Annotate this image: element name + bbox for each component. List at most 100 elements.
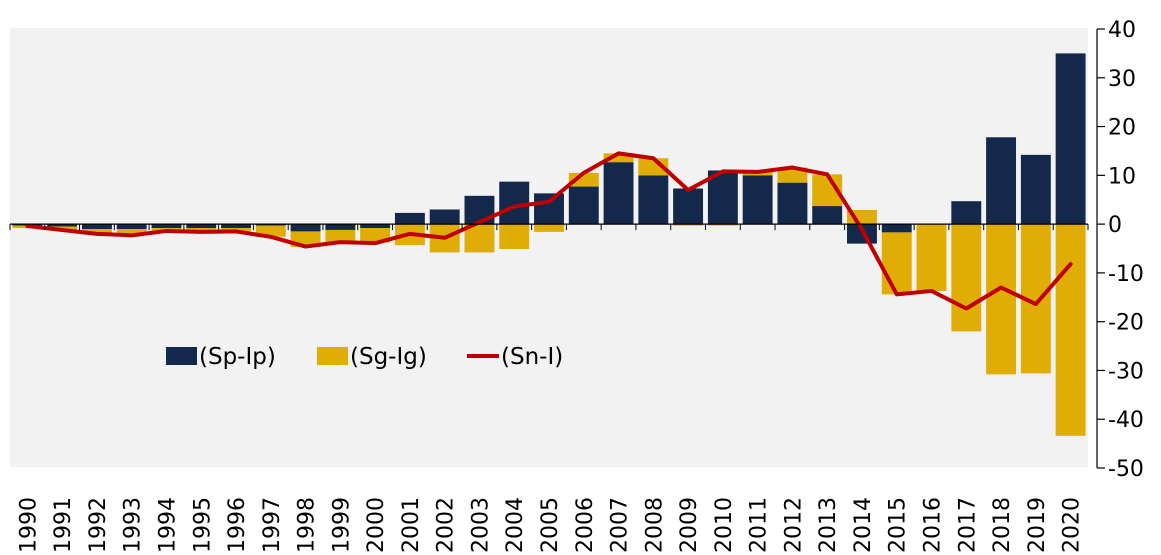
legend-swatch-sg-ig (317, 347, 348, 365)
bar-sp-ip-1992 (81, 224, 112, 229)
x-tick-label: 2020 (1060, 497, 1085, 553)
y-tick-label: 40 (1108, 18, 1136, 43)
x-tick-label: 1993 (121, 497, 146, 553)
legend-label-sp-ip: (Sp-Ip) (199, 344, 276, 370)
zero-axis (9, 223, 1089, 231)
x-tick-label: 1996 (225, 497, 250, 553)
x-tick-label: 2009 (677, 497, 702, 553)
bar-sg-ig-2007 (603, 153, 634, 163)
x-tick-label: 2014 (851, 497, 876, 553)
bar-sp-ip-2010 (707, 170, 738, 225)
bar-sp-ip-1991 (47, 224, 78, 227)
legend-label-sg-ig: (Sg-Ig) (350, 344, 427, 370)
x-tick-label: 2011 (747, 497, 772, 553)
x-tick-label: 2017 (955, 497, 980, 553)
legend-label-sn-i: (Sn-I) (501, 344, 563, 370)
y-tick-label: -20 (1108, 311, 1144, 336)
x-tick-label: 2004 (503, 497, 528, 553)
line-sn-i (25, 151, 1073, 311)
bar-sg-ig-1993 (116, 228, 147, 236)
x-tick-label: 2007 (608, 497, 633, 553)
x-tick-label: 2001 (399, 497, 424, 553)
bar-sp-ip-1999 (325, 224, 356, 230)
bar-sp-ip-1997 (255, 224, 286, 226)
x-tick-label: 2010 (712, 497, 737, 553)
y-tick-label: 30 (1108, 67, 1136, 92)
x-tick-label: 2019 (1025, 497, 1050, 553)
bar-sp-ip-2003 (464, 195, 495, 225)
bar-sg-ig-2000 (360, 228, 391, 243)
bar-sg-ig-2020 (1055, 224, 1086, 436)
bar-sg-ig-1992 (81, 228, 112, 234)
x-tick-label: 2000 (364, 497, 389, 553)
x-tick-label: 1994 (155, 497, 180, 553)
x-tick-label: 2006 (573, 497, 598, 553)
x-tick-label: 2008 (642, 497, 667, 553)
bar-sg-ig-2004 (499, 224, 530, 249)
y-tick-label: -10 (1108, 262, 1144, 287)
bar-sg-ig-1999 (325, 229, 356, 243)
y-tick-label: 0 (1108, 213, 1122, 238)
bar-sp-ip-2013 (812, 206, 843, 225)
bar-sg-ig-2012 (777, 167, 808, 183)
x-tick-label: 1998 (295, 497, 320, 553)
bar-sp-ip-2015 (881, 224, 912, 233)
x-tick-label: 1991 (51, 497, 76, 553)
x-tick-label: 2016 (921, 497, 946, 553)
x-tick-label: 1999 (329, 497, 354, 553)
bars-layer (12, 53, 1086, 436)
bar-sp-ip-2011 (742, 175, 773, 225)
x-tick-label: 1992 (86, 497, 111, 553)
y-tick-label: -40 (1108, 408, 1144, 433)
bar-sp-ip-2019 (1020, 154, 1051, 225)
bar-sp-ip-1994 (151, 224, 182, 229)
bar-sp-ip-2004 (499, 181, 530, 225)
bar-sp-ip-1993 (116, 224, 147, 229)
x-tick-label: 1997 (260, 497, 285, 553)
y-tick-label: 20 (1108, 116, 1136, 141)
bar-sp-ip-2009 (673, 188, 704, 225)
bar-sg-ig-2017 (951, 224, 982, 332)
x-axis-labels: 1990 1991 1992 1993 1994 1995 1996 1997 1998 1999… (16, 497, 1084, 553)
bar-sg-ig-2006 (568, 172, 599, 187)
bar-sg-ig-2005 (534, 224, 564, 232)
bar-sp-ip-1996 (221, 224, 251, 229)
y-axis: 40 30 20 10 0 -10 -20 -30 -40 -50 (1096, 18, 1144, 482)
bar-sp-ip-2018 (986, 137, 1017, 225)
x-tick-label: 2005 (538, 497, 563, 553)
bar-sp-ip-2005 (534, 193, 564, 225)
line-layer (25, 151, 1073, 311)
legend: (Sp-Ip) (Sg-Ig) (Sn-I) (166, 344, 563, 370)
x-tick-label: 2018 (990, 497, 1015, 553)
bar-sp-ip-1995 (186, 224, 217, 229)
bar-sp-ip-2020 (1055, 53, 1086, 225)
y-tick-label: -50 (1108, 457, 1144, 482)
y-tick-label: 10 (1108, 164, 1136, 189)
bar-sg-ig-2010 (707, 224, 738, 226)
x-tick-label: 2012 (781, 497, 806, 553)
y-tick-label: -30 (1108, 359, 1144, 384)
bar-sp-ip-2001 (394, 212, 425, 225)
bar-sp-ip-2000 (360, 224, 391, 229)
x-tick-label: 1990 (16, 497, 41, 553)
bar-sp-ip-2002 (429, 209, 460, 225)
x-tick-label: 2002 (434, 497, 459, 553)
bar-sg-ig-2009 (673, 224, 704, 226)
bar-sg-ig-1997 (255, 225, 286, 237)
bar-sp-ip-2006 (568, 186, 599, 225)
legend-swatch-sp-ip (166, 347, 197, 365)
bar-sg-ig-2016 (916, 224, 947, 291)
bar-sp-ip-2012 (777, 182, 808, 225)
x-tick-label: 2013 (816, 497, 841, 553)
bar-sp-ip-2007 (603, 162, 634, 225)
bar-sg-ig-2018 (986, 224, 1017, 375)
x-tick-label: 1995 (190, 497, 215, 553)
x-tick-label: 2015 (886, 497, 911, 553)
x-tick-label: 2003 (468, 497, 493, 553)
bar-sp-ip-2017 (951, 201, 982, 225)
bar-sp-ip-2008 (638, 175, 669, 225)
bar-sg-ig-2015 (881, 232, 912, 295)
bar-sp-ip-1998 (290, 224, 321, 232)
bar-sp-ip-2014 (847, 224, 877, 244)
